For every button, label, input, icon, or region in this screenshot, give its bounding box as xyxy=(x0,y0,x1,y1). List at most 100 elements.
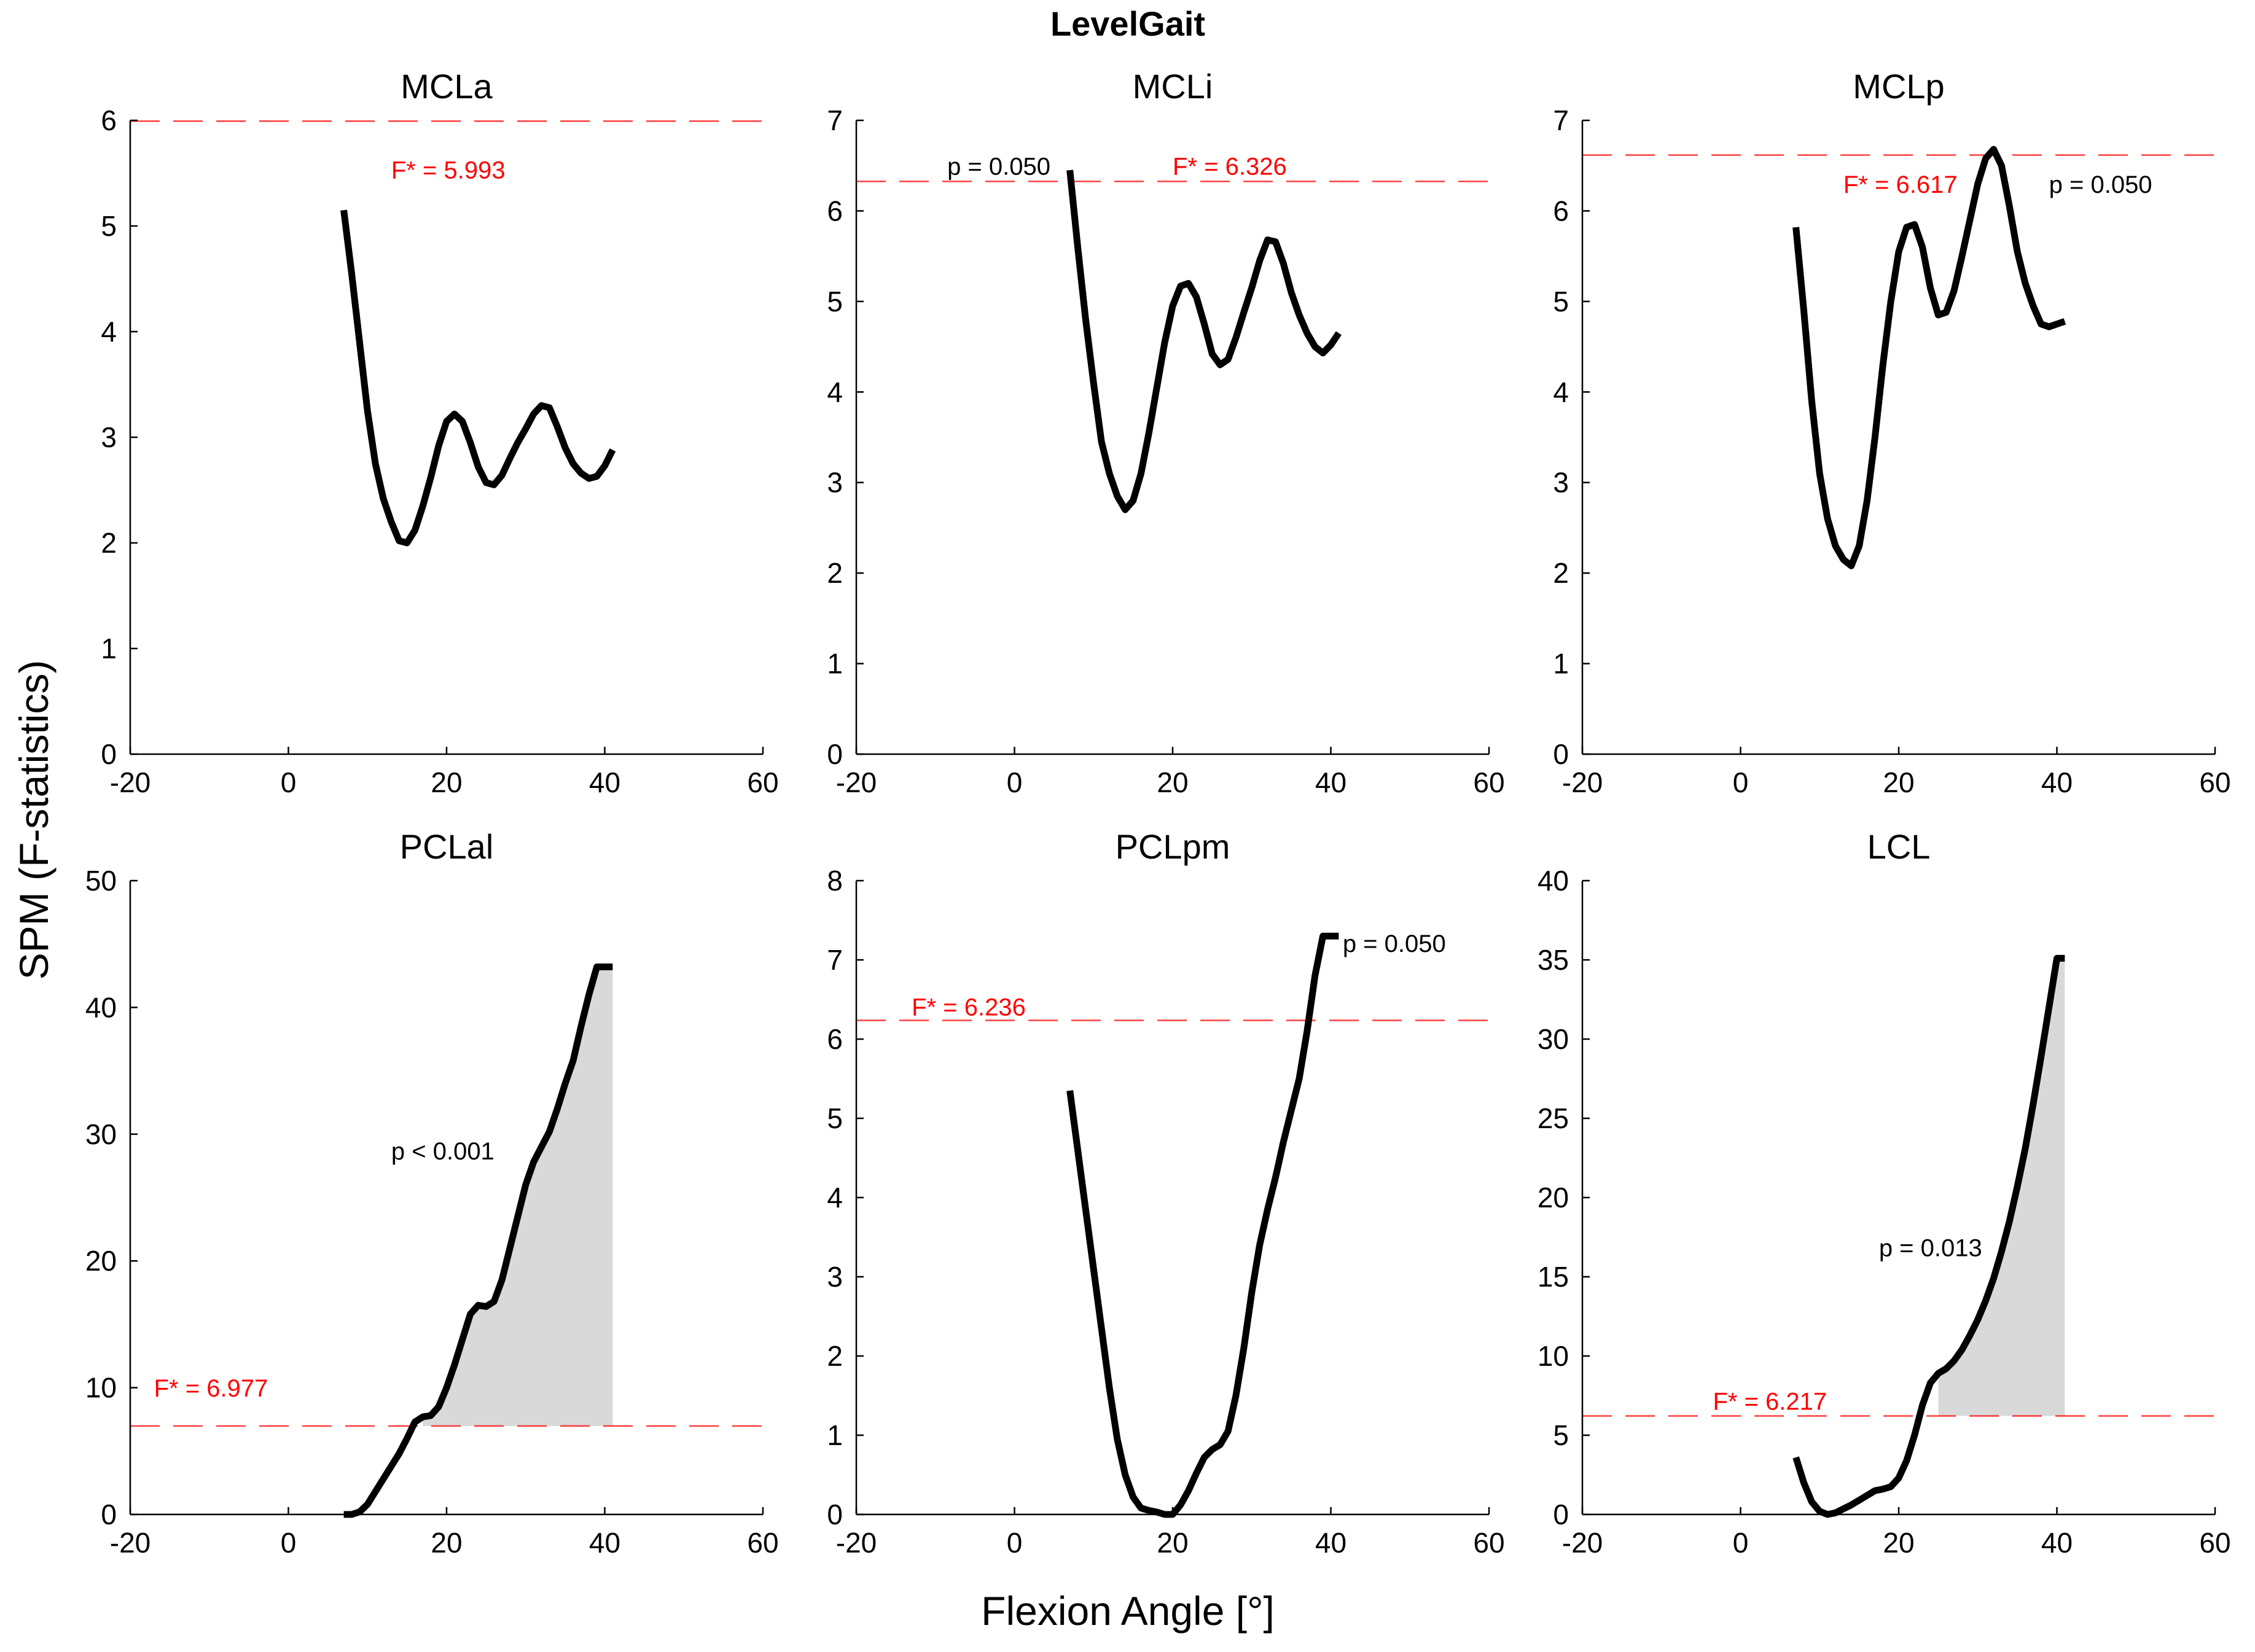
figure-suptitle: LevelGait xyxy=(1050,4,1205,43)
y-tick-label: 1 xyxy=(1553,648,1569,680)
y-tick-label: 4 xyxy=(827,1182,843,1214)
threshold-label: F* = 6.326 xyxy=(1173,153,1287,180)
y-tick-label: 5 xyxy=(101,210,117,242)
x-tick-label: 60 xyxy=(2199,1527,2230,1559)
spm-curve xyxy=(1792,954,2065,1518)
x-tick-label: 60 xyxy=(747,1527,778,1559)
x-tick-label: -20 xyxy=(110,766,150,798)
y-tick-label: 0 xyxy=(827,1498,843,1530)
p-value-label: p < 0.001 xyxy=(391,1138,494,1165)
p-value-label: p = 0.013 xyxy=(1879,1234,1982,1261)
y-tick-label: 40 xyxy=(1538,865,1569,897)
x-tick-label: 0 xyxy=(1007,1527,1023,1559)
panel-title: MCLp xyxy=(1853,67,1944,106)
y-tick-label: 35 xyxy=(1538,944,1569,976)
y-tick-label: 30 xyxy=(85,1118,117,1150)
y-tick-label: 8 xyxy=(827,865,843,897)
x-tick-label: 0 xyxy=(281,766,297,798)
spm-curve xyxy=(1066,932,1339,1518)
x-tick-label: 20 xyxy=(431,766,462,798)
p-value-label: p = 0.050 xyxy=(2049,171,2152,198)
x-tick-label: 60 xyxy=(1473,766,1504,798)
y-tick-label: 3 xyxy=(1553,467,1569,499)
x-tick-label: 40 xyxy=(2041,1527,2073,1559)
x-tick-label: 60 xyxy=(1473,1527,1504,1559)
y-tick-label: 0 xyxy=(101,738,117,770)
panel-title: PCLal xyxy=(400,827,494,866)
y-tick-label: 6 xyxy=(1553,195,1569,227)
panel-title: MCLi xyxy=(1133,67,1213,106)
x-tick-label: -20 xyxy=(1562,766,1603,798)
y-tick-label: 15 xyxy=(1538,1261,1569,1293)
y-tick-label: 50 xyxy=(85,865,117,897)
panel-title: PCLpm xyxy=(1116,827,1230,866)
y-tick-label: 30 xyxy=(1538,1023,1569,1055)
threshold-label: F* = 6.236 xyxy=(912,994,1026,1021)
y-tick-label: 10 xyxy=(1538,1340,1569,1372)
spm-curve xyxy=(1792,146,2066,569)
y-tick-label: 10 xyxy=(85,1372,117,1404)
x-tick-label: 20 xyxy=(1883,766,1914,798)
spm-curve xyxy=(343,963,613,1518)
x-tick-label: 40 xyxy=(589,1527,620,1559)
y-tick-label: 5 xyxy=(827,1102,843,1134)
suprathreshold-cluster xyxy=(423,967,613,1426)
y-tick-label: 0 xyxy=(1553,1498,1569,1530)
y-tick-label: 4 xyxy=(1553,376,1569,408)
y-tick-label: 0 xyxy=(827,738,843,770)
panel-title: MCLa xyxy=(401,67,493,106)
x-tick-label: 20 xyxy=(1157,766,1188,798)
y-tick-label: 6 xyxy=(827,195,843,227)
y-tick-label: 4 xyxy=(827,376,843,408)
y-tick-label: 0 xyxy=(1553,738,1569,770)
y-tick-label: 2 xyxy=(101,527,117,559)
p-value-label: p = 0.050 xyxy=(947,153,1050,180)
spm-curve xyxy=(1066,169,1342,513)
y-tick-label: 5 xyxy=(827,286,843,318)
x-tick-label: 40 xyxy=(1315,766,1346,798)
figure-ylabel: SPM (F-statistics) xyxy=(11,660,57,980)
x-tick-label: -20 xyxy=(1562,1527,1603,1559)
x-tick-label: 0 xyxy=(1007,766,1023,798)
y-tick-label: 7 xyxy=(827,944,843,976)
y-tick-label: 2 xyxy=(827,557,843,589)
y-tick-label: 0 xyxy=(101,1498,117,1530)
x-tick-label: 0 xyxy=(281,1527,297,1559)
threshold-label: F* = 6.217 xyxy=(1713,1389,1827,1416)
y-tick-label: 5 xyxy=(1553,286,1569,318)
y-tick-label: 20 xyxy=(1538,1182,1569,1214)
y-tick-label: 20 xyxy=(85,1245,117,1277)
y-tick-label: 2 xyxy=(1553,557,1569,589)
x-tick-label: 40 xyxy=(589,766,620,798)
y-tick-label: 2 xyxy=(827,1340,843,1372)
x-tick-label: -20 xyxy=(836,766,877,798)
threshold-label: F* = 5.993 xyxy=(391,157,506,184)
x-tick-label: -20 xyxy=(110,1527,150,1559)
y-tick-label: 6 xyxy=(827,1023,843,1055)
p-value-label: p = 0.050 xyxy=(1343,930,1446,957)
y-tick-label: 6 xyxy=(101,104,117,136)
threshold-label: F* = 6.617 xyxy=(1843,171,1958,198)
figure-xlabel: Flexion Angle [°] xyxy=(981,1588,1275,1634)
y-tick-label: 3 xyxy=(101,421,117,453)
y-tick-label: 1 xyxy=(827,1419,843,1451)
x-tick-label: 20 xyxy=(1157,1527,1188,1559)
x-tick-label: 0 xyxy=(1733,1527,1749,1559)
y-tick-label: 7 xyxy=(1553,104,1569,136)
threshold-label: F* = 6.977 xyxy=(154,1375,268,1402)
panel-title: LCL xyxy=(1867,827,1931,866)
x-tick-label: 60 xyxy=(747,766,778,798)
y-tick-label: 3 xyxy=(827,1261,843,1293)
y-tick-label: 5 xyxy=(1553,1419,1569,1451)
y-tick-label: 3 xyxy=(827,467,843,499)
x-tick-label: 20 xyxy=(431,1527,462,1559)
y-tick-label: 1 xyxy=(101,633,117,664)
spm-curve xyxy=(340,209,616,547)
